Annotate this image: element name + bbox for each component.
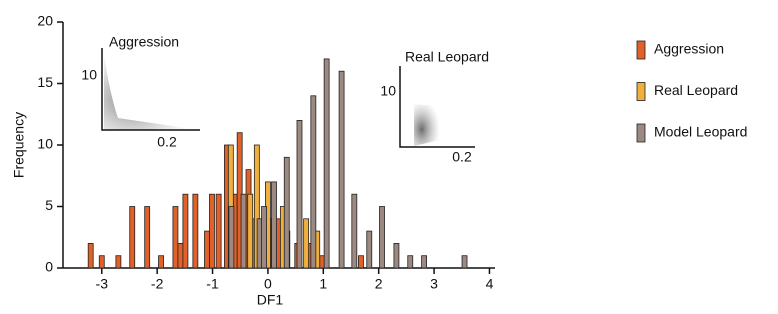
bar [352,194,357,268]
bar [284,157,289,268]
inset-cloud [104,54,200,130]
x-tick-label: 3 [430,276,438,292]
y-tick-label: 0 [45,259,53,275]
bar [205,231,210,268]
x-tick-label: -3 [96,276,109,292]
bar [88,243,93,268]
inset-title: Real Leopard [405,49,489,65]
x-axis-label: DF1 [257,292,284,308]
bar [358,256,363,268]
legend-label: Model Leopard [654,124,747,140]
y-tick-label: 10 [37,136,53,152]
bar [193,194,198,268]
chart: DF1 Frequency Aggression 10 0.2 Real Leo… [0,0,778,314]
bar [367,231,372,268]
bar [248,194,253,268]
bar [324,59,329,268]
y-tick-label: 5 [45,197,53,213]
bar [339,71,344,268]
bar [116,256,121,268]
legend-swatch [637,41,645,59]
bar [209,194,214,268]
x-tick-label: -2 [151,276,164,292]
x-tick-label: 1 [319,276,327,292]
bar [241,194,246,268]
bar [173,207,178,269]
bar [145,207,150,269]
bar [304,219,309,268]
bar [311,96,316,268]
bar [394,243,399,268]
bar [408,256,413,268]
x-tick-label: -1 [206,276,219,292]
bar [462,256,467,268]
inset-y-tick-label: 10 [380,83,396,99]
bar [99,256,104,268]
legend-swatch [637,124,645,142]
inset-aggression: Aggression 10 0.2 [81,34,200,150]
legend-swatch [637,83,645,101]
y-tick-label: 20 [37,13,53,29]
bar [262,207,267,269]
bar [130,207,135,269]
y-axis-label: Frequency [11,112,27,178]
bar [216,194,221,268]
inset-x-tick-label: 0.2 [452,149,472,165]
bar [229,207,234,269]
bar [183,194,188,268]
legend-label: Aggression [654,41,724,57]
legend-label: Real Leopard [654,82,738,98]
inset-real-leopard: Real Leopard 10 0.2 [380,49,489,165]
bar [272,182,277,268]
inset-title: Aggression [109,34,179,50]
bar [159,256,164,268]
bar [178,243,183,268]
bar [297,120,302,268]
inset-y-tick-label: 10 [81,67,97,83]
y-tick-label: 15 [37,74,53,90]
bar [422,256,427,268]
inset-cloud [414,104,440,146]
x-tick-label: 2 [375,276,383,292]
inset-x-tick-label: 0.2 [157,134,177,150]
x-tick-label: 0 [264,276,272,292]
x-tick-label: 4 [486,276,494,292]
bar [380,207,385,269]
